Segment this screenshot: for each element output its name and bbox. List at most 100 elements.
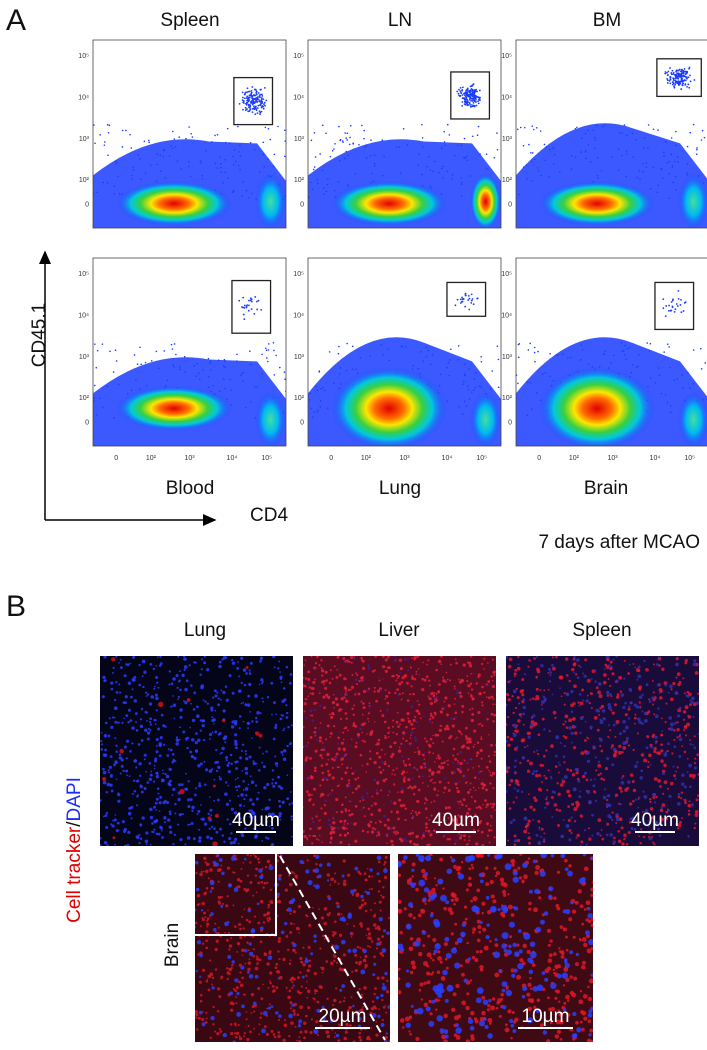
cell bbox=[526, 828, 528, 830]
cell bbox=[473, 746, 475, 748]
cell bbox=[405, 726, 408, 729]
cell bbox=[191, 806, 195, 810]
gate bbox=[232, 281, 271, 334]
cell bbox=[214, 779, 216, 781]
gate-dot bbox=[673, 78, 675, 80]
cell bbox=[283, 749, 286, 752]
gate-dot bbox=[243, 314, 245, 316]
event-dot bbox=[364, 146, 366, 148]
cell bbox=[405, 740, 407, 742]
cell bbox=[150, 663, 153, 666]
cell bbox=[330, 962, 334, 966]
gate-dot bbox=[243, 102, 245, 104]
cell bbox=[380, 994, 383, 997]
cell bbox=[461, 705, 464, 708]
cell bbox=[153, 820, 156, 823]
event-dot bbox=[279, 367, 281, 369]
cell bbox=[238, 1024, 240, 1026]
cell bbox=[263, 913, 266, 916]
cell bbox=[374, 914, 376, 916]
cell bbox=[328, 819, 331, 822]
cell bbox=[469, 758, 471, 760]
cell bbox=[146, 720, 148, 722]
cell bbox=[275, 966, 278, 969]
cell bbox=[428, 697, 431, 700]
cell bbox=[407, 717, 409, 719]
cell bbox=[345, 712, 348, 715]
event-dot bbox=[536, 392, 538, 394]
cell bbox=[478, 674, 481, 677]
cell bbox=[399, 659, 402, 662]
cell bbox=[251, 720, 253, 722]
cell bbox=[253, 1028, 255, 1030]
event-dot bbox=[338, 353, 340, 355]
cell bbox=[459, 695, 462, 698]
cell bbox=[251, 737, 253, 739]
cell bbox=[528, 819, 531, 822]
cell bbox=[260, 657, 263, 660]
gate-dot bbox=[461, 297, 463, 299]
cell bbox=[413, 785, 416, 788]
cell bbox=[600, 772, 602, 774]
cell bbox=[578, 889, 582, 893]
cell bbox=[368, 875, 371, 878]
cell bbox=[114, 706, 118, 710]
cell bbox=[261, 1028, 266, 1033]
cell bbox=[554, 803, 557, 806]
cell bbox=[259, 683, 261, 685]
cell bbox=[539, 689, 541, 691]
cell bbox=[249, 684, 251, 686]
cell bbox=[424, 679, 427, 682]
cell bbox=[677, 802, 681, 806]
cell bbox=[312, 821, 315, 824]
density-peak bbox=[116, 386, 232, 431]
cell bbox=[476, 751, 479, 754]
cell bbox=[683, 710, 686, 713]
cell bbox=[411, 705, 414, 708]
cell bbox=[697, 794, 700, 797]
cell bbox=[577, 701, 579, 703]
cell bbox=[448, 838, 451, 841]
cell bbox=[679, 707, 682, 710]
cell bbox=[479, 723, 481, 725]
event-dot bbox=[475, 387, 477, 389]
cell bbox=[549, 674, 551, 676]
cell bbox=[505, 704, 507, 706]
cell bbox=[455, 658, 457, 660]
event-dot bbox=[248, 197, 250, 199]
event-dot bbox=[268, 128, 270, 130]
cell bbox=[326, 998, 328, 1000]
cell bbox=[177, 656, 179, 658]
gate-dot bbox=[264, 105, 266, 107]
cell bbox=[105, 814, 108, 817]
cell bbox=[426, 664, 428, 666]
event-dot bbox=[401, 346, 403, 348]
cell bbox=[573, 807, 577, 811]
event-dot bbox=[537, 167, 539, 169]
gate-dot bbox=[472, 90, 474, 92]
cell bbox=[154, 760, 157, 763]
cell bbox=[362, 714, 364, 716]
cell bbox=[599, 694, 603, 698]
cell bbox=[369, 758, 372, 761]
event-dot bbox=[173, 366, 175, 368]
cell bbox=[168, 683, 170, 685]
cell bbox=[262, 697, 264, 699]
cell bbox=[321, 841, 323, 843]
cell bbox=[140, 784, 142, 786]
cell bbox=[248, 920, 251, 923]
cell bbox=[104, 841, 107, 844]
note: 7 days after MCAO bbox=[538, 532, 700, 553]
cell bbox=[218, 697, 220, 699]
gate-dot bbox=[473, 303, 475, 305]
cell bbox=[135, 721, 137, 723]
gate-dot bbox=[462, 94, 464, 96]
cell bbox=[561, 835, 564, 838]
cell bbox=[129, 719, 132, 722]
cell bbox=[484, 799, 487, 802]
y-tick-label: 10² bbox=[502, 395, 513, 402]
event-dot bbox=[432, 354, 434, 356]
cell bbox=[106, 783, 110, 787]
event-dot bbox=[199, 378, 201, 380]
cell bbox=[314, 835, 316, 837]
